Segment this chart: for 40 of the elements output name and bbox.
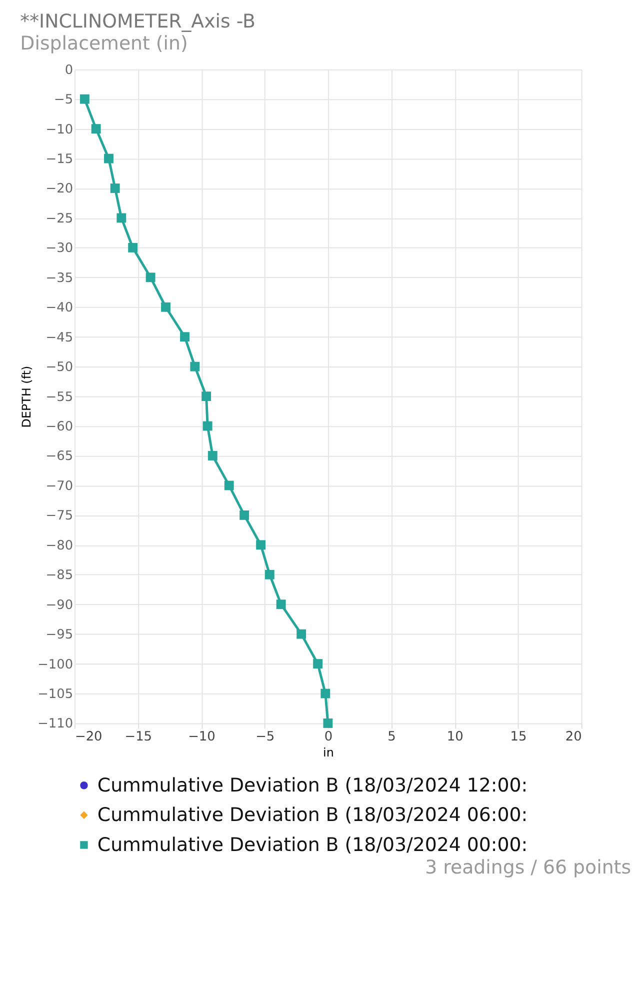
y-tick-label: −60 xyxy=(46,419,74,434)
x-tick-label: 5 xyxy=(388,730,396,745)
y-tick-label: −20 xyxy=(46,182,74,197)
legend-label: Cummulative Deviation B (18/03/2024 00:00: xyxy=(97,834,528,856)
chart-title: **INCLINOMETER_Axis -B xyxy=(20,10,256,33)
y-tick-label: −90 xyxy=(46,598,74,613)
y-axis-title: DEPTH (ft) xyxy=(20,366,34,428)
y-tick-label: −110 xyxy=(38,716,74,732)
y-tick-label: −5 xyxy=(54,92,74,108)
y-tick-label: −40 xyxy=(46,300,74,316)
x-tick-label: 0 xyxy=(324,730,333,745)
legend-label: Cummulative Deviation B (18/03/2024 06:00: xyxy=(97,804,528,826)
y-tick-label: −95 xyxy=(46,628,74,643)
y-tick-label: −35 xyxy=(46,270,74,286)
x-tick-label: −15 xyxy=(124,730,152,745)
y-tick-label: −80 xyxy=(46,538,74,554)
y-tick-label: −85 xyxy=(46,568,74,584)
x-tick-label: 20 xyxy=(565,730,582,745)
y-tick-label: −10 xyxy=(46,122,74,138)
y-tick-label: −50 xyxy=(46,360,74,376)
x-tick-label: −5 xyxy=(256,730,275,745)
x-tick-label: 15 xyxy=(510,730,527,745)
x-tick-label: −20 xyxy=(75,730,102,745)
y-tick-label: −15 xyxy=(46,152,74,167)
chart-subtitle: Displacement (in) xyxy=(20,32,188,54)
y-tick-label: −100 xyxy=(38,657,74,672)
y-tick-label: −65 xyxy=(46,449,74,464)
y-tick-label: −105 xyxy=(38,686,74,702)
y-tick-label: 0 xyxy=(64,62,74,78)
x-tick-label: 10 xyxy=(446,730,464,745)
y-tick-label: −45 xyxy=(46,330,74,346)
y-tick-label: −55 xyxy=(46,390,74,405)
x-axis-title: in xyxy=(323,746,334,760)
text: 3 readings / 66 points xyxy=(425,856,632,878)
y-tick-label: −75 xyxy=(46,508,74,524)
legend-label: Cummulative Deviation B (18/03/2024 12:00: xyxy=(97,774,528,796)
y-tick-label: −25 xyxy=(46,211,74,226)
y-tick-label: −30 xyxy=(46,241,74,256)
x-tick-label: −10 xyxy=(188,730,216,745)
y-tick-label: −70 xyxy=(46,478,74,494)
